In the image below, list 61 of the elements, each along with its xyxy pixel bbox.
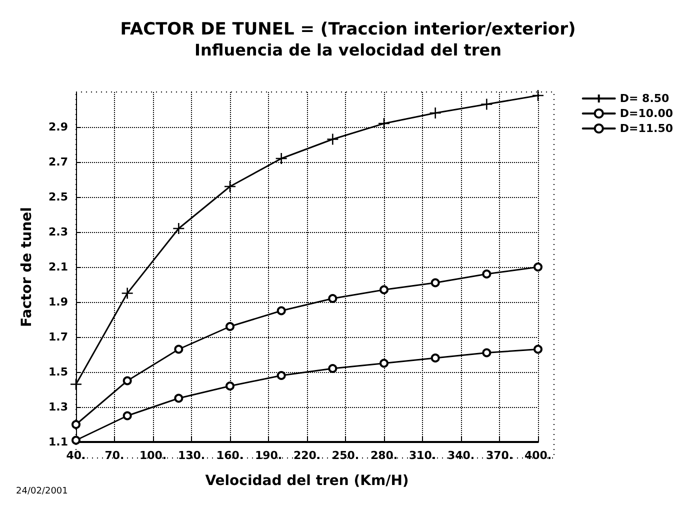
x-tick-label: 340. (447, 449, 475, 462)
y-tick-label: 2.7 (48, 156, 68, 168)
y-tick-label: 2.5 (48, 190, 68, 204)
x-tick-label: 160. (216, 449, 244, 462)
point (480, 98, 493, 110)
y-axis-title: Factor de tunel (19, 207, 35, 327)
point (72, 420, 80, 429)
point (122, 376, 132, 386)
point (226, 322, 234, 331)
chart-subtitle: Influencia de la velocidad del tren (194, 40, 502, 60)
y-tick-label: 1.3 (48, 400, 68, 414)
point (276, 371, 286, 380)
point (482, 270, 492, 278)
legend-label: D=11.50 (620, 122, 674, 135)
point (328, 294, 338, 303)
x-tick-label: 370. (486, 449, 514, 462)
point (174, 344, 184, 354)
point (122, 411, 132, 420)
point (224, 180, 236, 193)
y-tick-label: 2.3 (48, 226, 68, 238)
legend-label: D=10.00 (620, 107, 674, 120)
point (276, 306, 286, 316)
y-tick-label: 1.1 (48, 436, 68, 448)
legend-label: D= 8.50 (620, 92, 670, 105)
chart-title: FACTOR DE TUNEL = (Traccion interior/exterior) (120, 20, 576, 40)
point (430, 278, 440, 288)
point (121, 287, 134, 300)
y-tick-label: 1.9 (48, 296, 68, 308)
y-tick-label: 2.9 (48, 120, 68, 134)
x-tick-label: 400. (524, 449, 552, 462)
x-tick-label: 130. (178, 449, 206, 462)
point (70, 378, 82, 390)
point (275, 152, 288, 165)
point (429, 106, 442, 120)
point (226, 382, 234, 390)
point (534, 344, 542, 354)
text: 24/02/2001 (16, 486, 68, 496)
x-axis-title: Velocidad del tren (Km/H) (205, 473, 409, 489)
x-tick-label: 220. (293, 449, 321, 462)
point (174, 394, 184, 403)
point (172, 222, 185, 235)
point (326, 133, 339, 146)
point (72, 436, 80, 445)
point (378, 117, 390, 130)
x-tick-label: 40. (66, 449, 86, 462)
x-tick-label: 70. (104, 449, 124, 462)
point (534, 262, 542, 272)
y-tick-label: 1.7 (48, 330, 68, 344)
x-tick-label: 190. (254, 449, 282, 462)
y-tick-label: 2.1 (48, 260, 68, 274)
x-tick-label: 100. (139, 449, 167, 462)
point (328, 364, 338, 373)
x-tick-label: 250. (332, 449, 360, 462)
point (380, 285, 388, 294)
point (482, 348, 492, 358)
point (430, 354, 440, 362)
x-tick-label: 280. (370, 449, 398, 462)
y-tick-label: 1.5 (48, 366, 68, 378)
x-tick-label: 310. (408, 449, 436, 462)
point (380, 358, 388, 368)
point (532, 89, 544, 102)
